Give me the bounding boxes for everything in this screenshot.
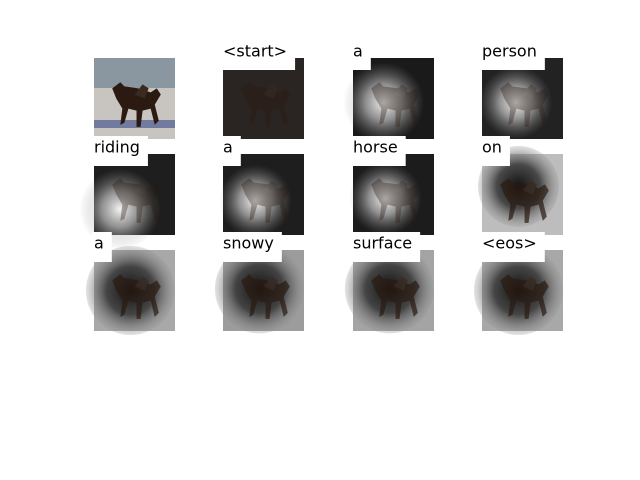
image-shadow (94, 120, 175, 128)
label-background (221, 40, 296, 70)
label-background (480, 40, 545, 70)
label-background (480, 136, 510, 166)
attention-map: <eos> (473, 232, 563, 336)
label-background (92, 232, 112, 262)
label-background (221, 232, 282, 262)
attention-map: surface (344, 232, 435, 334)
label-background (480, 232, 545, 262)
label-background (221, 136, 241, 166)
attention-map: person (479, 40, 563, 139)
token-label: a (353, 42, 363, 61)
cell-grid: <start> a person riding a horse on a snowy surfac… (79, 40, 563, 336)
attention-map: riding (79, 136, 175, 250)
attention-map: horse (348, 136, 434, 235)
attention-map: a (85, 232, 175, 336)
label-background (351, 232, 421, 262)
attention-map: a (343, 40, 434, 144)
image-sky (94, 58, 175, 88)
token-label: horse (353, 138, 398, 157)
attention-map: <start> (221, 40, 304, 139)
token-label: on (482, 138, 502, 157)
label-background (351, 40, 371, 70)
token-label: <eos> (482, 234, 537, 253)
token-label: a (94, 234, 104, 253)
attention-map: snowy (214, 232, 304, 334)
token-label: surface (353, 234, 412, 253)
label-background (351, 136, 406, 166)
attention-map: on (477, 136, 563, 235)
attention-map: a (218, 136, 304, 238)
token-label: <start> (223, 42, 287, 61)
token-label: a (223, 138, 233, 157)
source-image (94, 58, 175, 139)
token-label: riding (94, 138, 140, 157)
label-background (92, 136, 148, 166)
token-label: snowy (223, 234, 274, 253)
token-label: person (482, 42, 537, 61)
